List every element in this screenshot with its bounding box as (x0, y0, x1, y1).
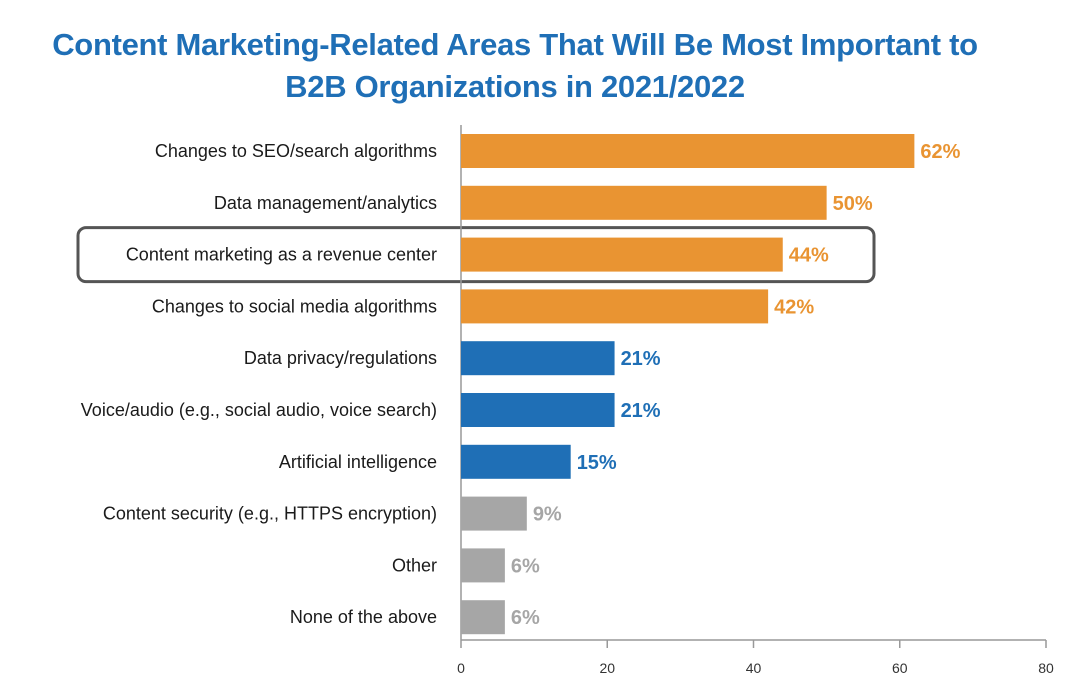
value-label-6: 15% (577, 452, 617, 474)
x-tick-label-60: 60 (892, 660, 908, 676)
value-label-7: 9% (533, 504, 562, 526)
x-tick-label-80: 80 (1038, 660, 1054, 676)
value-label-4: 21% (621, 348, 661, 370)
value-label-3: 42% (774, 296, 814, 318)
bar-5 (461, 393, 615, 427)
bar-6 (461, 444, 571, 479)
chart-title-line-1: Content Marketing-Related Areas That Wil… (52, 27, 978, 62)
category-label-1: Data management/analytics (214, 193, 437, 213)
bar-4 (461, 341, 615, 376)
category-label-4: Data privacy/regulations (244, 348, 437, 368)
category-label-8: Other (392, 555, 437, 575)
chart-title-line-2: B2B Organizations in 2021/2022 (285, 69, 745, 104)
highlight-box (76, 226, 876, 284)
x-tick-label-20: 20 (599, 660, 615, 676)
category-label-5: Voice/audio (e.g., social audio, voice s… (81, 400, 437, 420)
x-tick-label-40: 40 (746, 660, 762, 676)
bar-1 (461, 185, 827, 220)
value-label-2: 44% (789, 245, 829, 267)
bar-0 (461, 134, 915, 168)
category-label-3: Changes to social media algorithms (152, 296, 437, 316)
value-label-1: 50% (833, 193, 873, 215)
bar-2 (461, 237, 783, 272)
category-label-7: Content security (e.g., HTTPS encryption… (103, 504, 437, 524)
bar-3 (461, 289, 769, 324)
value-label-0: 62% (920, 141, 960, 163)
value-label-5: 21% (621, 400, 661, 422)
category-label-9: None of the above (290, 607, 437, 627)
bar-9 (461, 600, 505, 635)
category-label-2: Content marketing as a revenue center (126, 245, 437, 265)
value-label-8: 6% (511, 555, 540, 577)
bar-7 (461, 496, 527, 531)
chart-title: Content Marketing-Related Areas That Wil… (0, 24, 1030, 108)
category-label-0: Changes to SEO/search algorithms (155, 141, 437, 161)
bar-8 (461, 548, 505, 583)
category-label-6: Artificial intelligence (279, 452, 437, 472)
value-label-9: 6% (511, 607, 540, 629)
x-tick-label-0: 0 (457, 660, 465, 676)
